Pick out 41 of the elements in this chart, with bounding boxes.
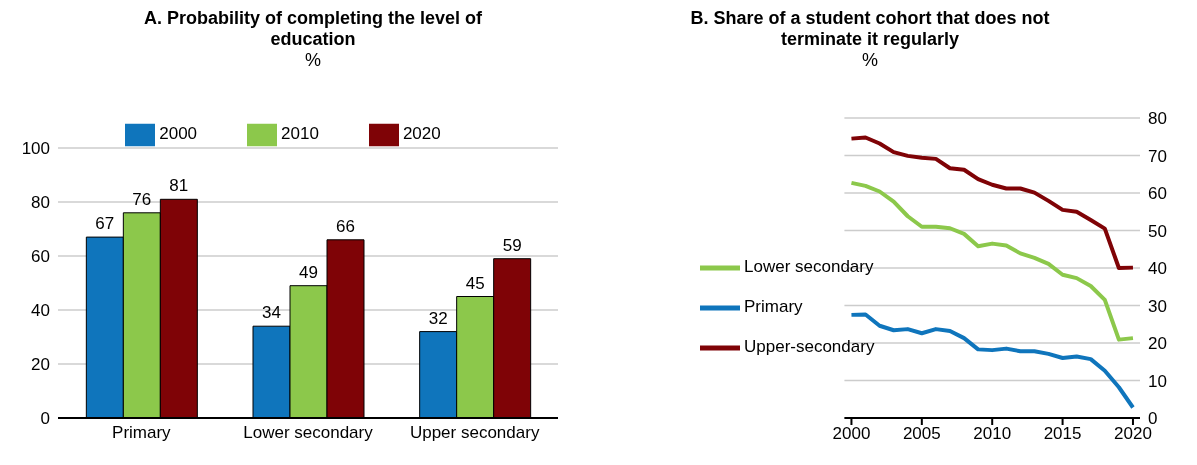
- data-label: 45: [465, 273, 485, 293]
- legend-label: 2000: [159, 124, 198, 144]
- chart-title: B. Share of a student cohort that does not terminate it regularly: [689, 8, 1051, 50]
- data-label: 34: [262, 303, 281, 323]
- data-label: 81: [169, 176, 189, 196]
- y-tick-label: 20: [31, 355, 50, 375]
- legend-label: Primary: [744, 297, 803, 317]
- x-tick-label: Upper secondary: [409, 423, 540, 443]
- y-tick-label: 30: [1148, 296, 1167, 316]
- data-label: 66: [336, 216, 355, 236]
- legend-label: Upper-secondary: [744, 337, 875, 357]
- y-tick-label: 40: [31, 301, 50, 321]
- chart-subtitle: %: [304, 50, 322, 71]
- x-tick-label: 2005: [902, 424, 941, 444]
- y-tick-label: 10: [1148, 371, 1167, 391]
- legend-label: 2020: [402, 124, 441, 144]
- y-tick-label: 70: [1148, 146, 1167, 166]
- data-label: 67: [95, 214, 115, 234]
- y-tick-label: 40: [1148, 259, 1167, 279]
- y-tick-label: 80: [1148, 109, 1167, 129]
- y-tick-label: 20: [1148, 334, 1167, 354]
- y-tick-label: 80: [31, 193, 50, 213]
- x-tick-label: 2010: [973, 424, 1012, 444]
- y-tick-label: 60: [1148, 184, 1167, 204]
- x-tick-label: 2015: [1043, 424, 1082, 444]
- x-tick-label: 2000: [832, 424, 871, 444]
- y-tick-label: 0: [40, 409, 50, 429]
- y-tick-label: 60: [31, 247, 50, 267]
- y-tick-label: 50: [1148, 221, 1167, 241]
- legend-label: Lower secondary: [744, 257, 874, 277]
- data-label: 32: [428, 308, 448, 328]
- data-label: 76: [132, 189, 152, 209]
- legend-label: 2010: [281, 124, 319, 144]
- data-label: 49: [299, 262, 318, 282]
- y-tick-label: 100: [21, 139, 50, 159]
- data-label: 59: [502, 235, 522, 255]
- chart-subtitle: %: [861, 50, 879, 71]
- chart-title: A. Probability of completing the level of education: [142, 8, 483, 50]
- x-tick-label: Primary: [112, 423, 172, 443]
- x-tick-label: 2020: [1114, 424, 1152, 444]
- x-tick-label: Lower secondary: [243, 423, 374, 443]
